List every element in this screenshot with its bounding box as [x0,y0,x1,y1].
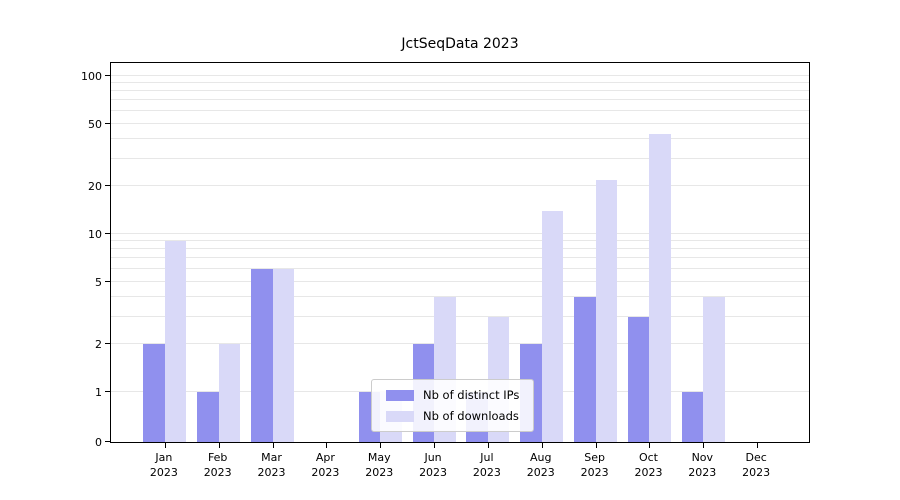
y-tick-label: 1 [95,386,102,399]
legend-item-downloads: Nb of downloads [386,409,519,423]
x-tick-mark [649,443,651,448]
gridline [111,137,809,139]
gridline [111,343,809,345]
x-tick-label: Mar 2023 [257,451,286,479]
x-tick-mark [757,443,759,448]
legend-swatch-distinct-ips [386,389,414,401]
bar-distinct-ips-nov [681,392,704,442]
gridline [111,295,809,297]
x-axis: Jan 2023 Feb 2023 Mar 2023 Apr 2023 May 2023 Jun 20… [110,450,810,484]
x-tick-mark [703,443,705,448]
plot-area: Nb of distinct IPs Nb of downloads [105,62,810,448]
y-tick-mark [105,75,110,76]
legend-item-distinct-ips: Nb of distinct IPs [386,388,519,402]
bar-distinct-ips-jan [143,344,165,442]
y-tick-label: 10 [88,228,102,241]
x-tick-label: Apr 2023 [311,451,340,479]
legend: Nb of distinct IPs Nb of downloads [371,379,535,432]
gridline [111,240,809,242]
bar-downloads-sep [595,179,618,442]
x-tick-label: Jun 2023 [419,451,448,479]
x-tick-mark [272,443,274,448]
x-tick-mark [434,443,436,448]
gridline [111,82,809,84]
legend-swatch-downloads [386,410,414,422]
x-tick-mark [326,443,328,448]
x-tick-mark [541,443,543,448]
x-tick-mark [164,443,166,448]
chart-title: JctSeqData 2023 [401,36,519,52]
gridline [111,280,809,282]
x-tick-mark [595,443,597,448]
bar-distinct-ips-oct [627,316,650,442]
y-axis: 0 1 2 5 10 20 50 100 [56,62,102,449]
gridline [111,110,809,112]
y-tick-mark [105,185,110,187]
x-tick-label: Feb 2023 [203,451,232,479]
x-tick-label: Sep 2023 [580,451,609,479]
y-tick-label: 5 [95,275,102,289]
bar-downloads-mar [272,269,295,442]
y-tick-mark [105,122,110,124]
x-tick-label: Dec 2023 [742,451,771,479]
gridline [111,157,809,159]
x-tick-label: Aug 2023 [526,451,555,479]
bar-downloads-feb [218,344,241,442]
gridline [111,122,809,124]
y-tick-label: 2 [95,338,102,352]
x-tick-mark [487,443,489,448]
legend-label-distinct-ips: Nb of distinct IPs [423,388,520,402]
x-tick-label: Jan 2023 [149,451,178,479]
y-tick-mark [105,233,110,234]
bar-downloads-nov [703,296,725,442]
bar-distinct-ips-feb [197,392,219,442]
bar-downloads-aug [541,210,564,442]
y-tick-label: 20 [88,180,102,194]
y-tick-mark [105,391,110,392]
gridline [111,99,809,101]
gridline [111,268,809,270]
bar-distinct-ips-mar [251,269,273,442]
gridline [111,90,809,92]
gridline [111,233,809,234]
x-tick-label: May 2023 [365,451,394,479]
bar-downloads-jan [164,241,187,442]
x-tick-label: Nov 2023 [688,451,717,479]
y-tick-mark [105,280,110,282]
gridline [111,185,809,187]
gridline [111,257,809,259]
gridline [111,248,809,250]
x-tick-mark [380,443,382,448]
x-tick-label: Oct 2023 [634,451,663,479]
x-tick-mark [218,443,220,448]
y-tick-label: 100 [81,70,102,83]
y-tick-mark [105,441,110,442]
y-tick-label: 50 [88,117,102,131]
gridline [111,315,809,317]
bar-distinct-ips-sep [574,296,596,442]
y-tick-mark [105,343,110,345]
legend-label-downloads: Nb of downloads [423,409,519,423]
y-tick-label: 0 [95,436,102,449]
bar-downloads-oct [649,133,671,442]
gridline [111,75,809,76]
x-tick-label: Jul 2023 [472,451,501,479]
